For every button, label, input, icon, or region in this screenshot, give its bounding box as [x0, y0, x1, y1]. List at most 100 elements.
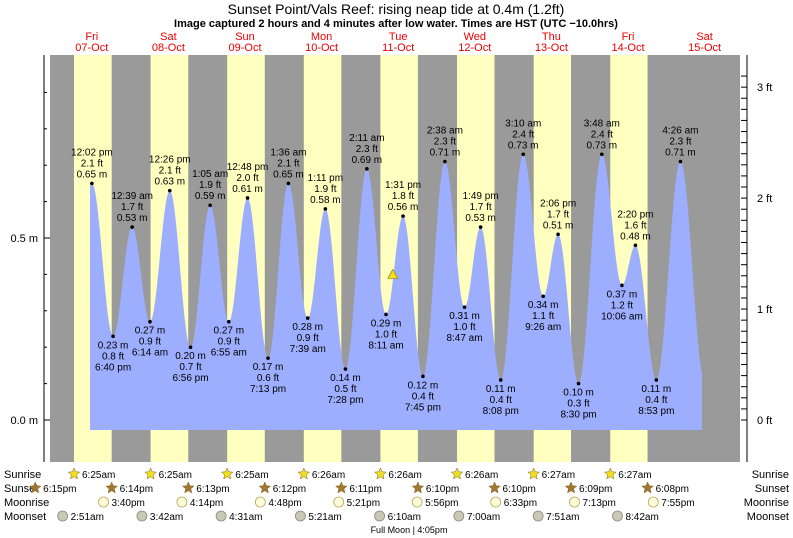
day-name-label: Sun — [235, 31, 255, 43]
sunrise-time: 6:26am — [312, 470, 345, 481]
tide-m-label: 0.31 m — [449, 311, 480, 322]
sunrise-time: 6:27am — [542, 470, 575, 481]
tide-m-label: 0.69 m — [352, 155, 383, 166]
moonset-time: 3:42am — [150, 512, 183, 523]
tide-time-label: 6:55 am — [211, 348, 247, 359]
sunrise-icon — [527, 467, 541, 480]
day-date-label: 12-Oct — [458, 42, 491, 54]
tide-ft-label: 0.3 ft — [567, 399, 589, 410]
tide-ft-label: 2.1 ft — [277, 158, 299, 169]
day-date-label: 10-Oct — [305, 42, 338, 54]
tide-point — [678, 159, 683, 164]
tide-ft-label: 0.4 ft — [490, 395, 512, 406]
moonset-icon — [374, 510, 385, 522]
tide-point — [633, 243, 638, 248]
tide-point — [226, 319, 231, 324]
sunrise-icon — [374, 467, 387, 480]
tide-ft-label: 1.0 ft — [375, 329, 397, 340]
moonrise-time: 3:40pm — [112, 498, 145, 509]
tide-time-label: 7:45 pm — [405, 402, 441, 413]
tide-curve — [90, 154, 702, 431]
tide-m-label: 0.58 m — [310, 195, 341, 206]
sunset-time: 6:14pm — [120, 484, 153, 495]
tide-m-label: 0.71 m — [430, 148, 461, 159]
sunrise-label-right: Sunrise — [752, 469, 789, 481]
tide-time-label: 8:30 pm — [560, 410, 596, 421]
sunrise-icon — [220, 467, 234, 480]
tide-point — [421, 374, 425, 379]
moonrise-label-right: Moonrise — [744, 497, 789, 509]
tide-point — [111, 334, 115, 339]
sunset-icon — [105, 481, 119, 494]
tide-m-label: 0.59 m — [195, 191, 226, 202]
sunrise-time: 6:25am — [159, 470, 192, 481]
day-name-label: Tue — [389, 31, 408, 43]
tide-m-label: 0.23 m — [98, 340, 129, 351]
right-axis-tick-label: 1 ft — [757, 304, 772, 316]
tide-time-label: 12:48 pm — [227, 162, 269, 173]
right-axis-tick-label: 3 ft — [757, 82, 772, 94]
sunset-icon — [641, 481, 654, 494]
tide-m-label: 0.73 m — [587, 140, 618, 151]
sunset-icon — [334, 481, 348, 494]
tide-ft-label: 0.5 ft — [334, 384, 356, 395]
tide-ft-label: 0.8 ft — [102, 351, 124, 362]
day-name-label: Fri — [622, 31, 635, 43]
tide-time-label: 8:08 pm — [483, 406, 519, 417]
tide-point — [443, 159, 447, 164]
sunset-icon — [564, 481, 578, 494]
tide-ft-label: 2.4 ft — [512, 129, 534, 140]
left-axis-meters: 0.0 m 0.5 m — [10, 55, 50, 462]
tide-point — [478, 225, 483, 229]
tide-ft-label: 0.6 ft — [257, 373, 279, 384]
tide-point — [365, 167, 369, 171]
moonrise-icon — [647, 496, 659, 508]
tide-time-label: 6:14 am — [132, 348, 168, 359]
moonset-time: 8:42am — [625, 512, 658, 523]
tide-m-label: 0.51 m — [543, 220, 574, 231]
chart-title: Sunset Point/Vals Reef: rising neap tide… — [228, 1, 565, 17]
tide-time-label: 2:06 pm — [540, 198, 576, 209]
sunset-time: 6:12pm — [273, 484, 306, 495]
sunset-icon — [411, 481, 425, 494]
tide-ft-label: 1.7 ft — [469, 202, 491, 213]
tide-ft-label: 0.9 ft — [297, 333, 319, 344]
tide-m-label: 0.11 m — [641, 384, 671, 395]
tide-m-label: 0.34 m — [528, 300, 559, 311]
tide-ft-label: 0.9 ft — [139, 337, 161, 348]
tide-m-label: 0.12 m — [408, 380, 439, 391]
tide-ft-label: 0.4 ft — [645, 395, 667, 406]
tide-time-label: 4:26 am — [662, 126, 698, 137]
sunset-icon — [488, 481, 501, 494]
moonrise-time: 7:13pm — [582, 498, 615, 509]
tide-m-label: 0.71 m — [665, 148, 696, 159]
left-axis-tick-label: 0.0 m — [10, 415, 38, 427]
moonrise-time: 4:48pm — [268, 498, 301, 509]
tide-time-label: 2:11 am — [349, 133, 384, 144]
tide-time-label: 1:36 am — [270, 147, 306, 158]
tide-point — [498, 378, 503, 382]
tide-time-label: 9:26 am — [525, 322, 561, 333]
tide-time-label: 10:06 am — [601, 311, 643, 322]
moonrise-time: 6:33pm — [504, 498, 537, 509]
day-date-label: 11-Oct — [382, 42, 414, 54]
sunset-icon — [28, 481, 42, 494]
moonrise-time: 7:55pm — [661, 498, 694, 509]
tide-m-label: 0.17 m — [253, 362, 284, 373]
sunrise-icon — [144, 467, 157, 480]
moonset-icon — [453, 510, 465, 522]
tide-ft-label: 2.0 ft — [236, 173, 258, 184]
day-date-label: 15-Oct — [688, 42, 721, 54]
moonset-icon — [57, 510, 68, 522]
moonset-time: 7:00am — [467, 512, 500, 523]
astro-events: 6:25am 6:25am 6:25am 6:26am 6:26am 6:26am 6:27… — [28, 467, 695, 523]
tide-time-label: 1:11 pm — [308, 173, 343, 184]
tide-point — [167, 188, 172, 193]
tide-point — [600, 152, 604, 157]
tide-time-label: 3:10 am — [505, 118, 541, 129]
current-tide-marker — [387, 268, 399, 279]
sunrise-label-left: Sunrise — [4, 469, 41, 481]
tide-point — [188, 345, 193, 350]
moonrise-icon — [254, 496, 266, 508]
day-labels: Fri07-OctSat08-OctSun09-OctMon10-OctTue1… — [75, 31, 721, 54]
